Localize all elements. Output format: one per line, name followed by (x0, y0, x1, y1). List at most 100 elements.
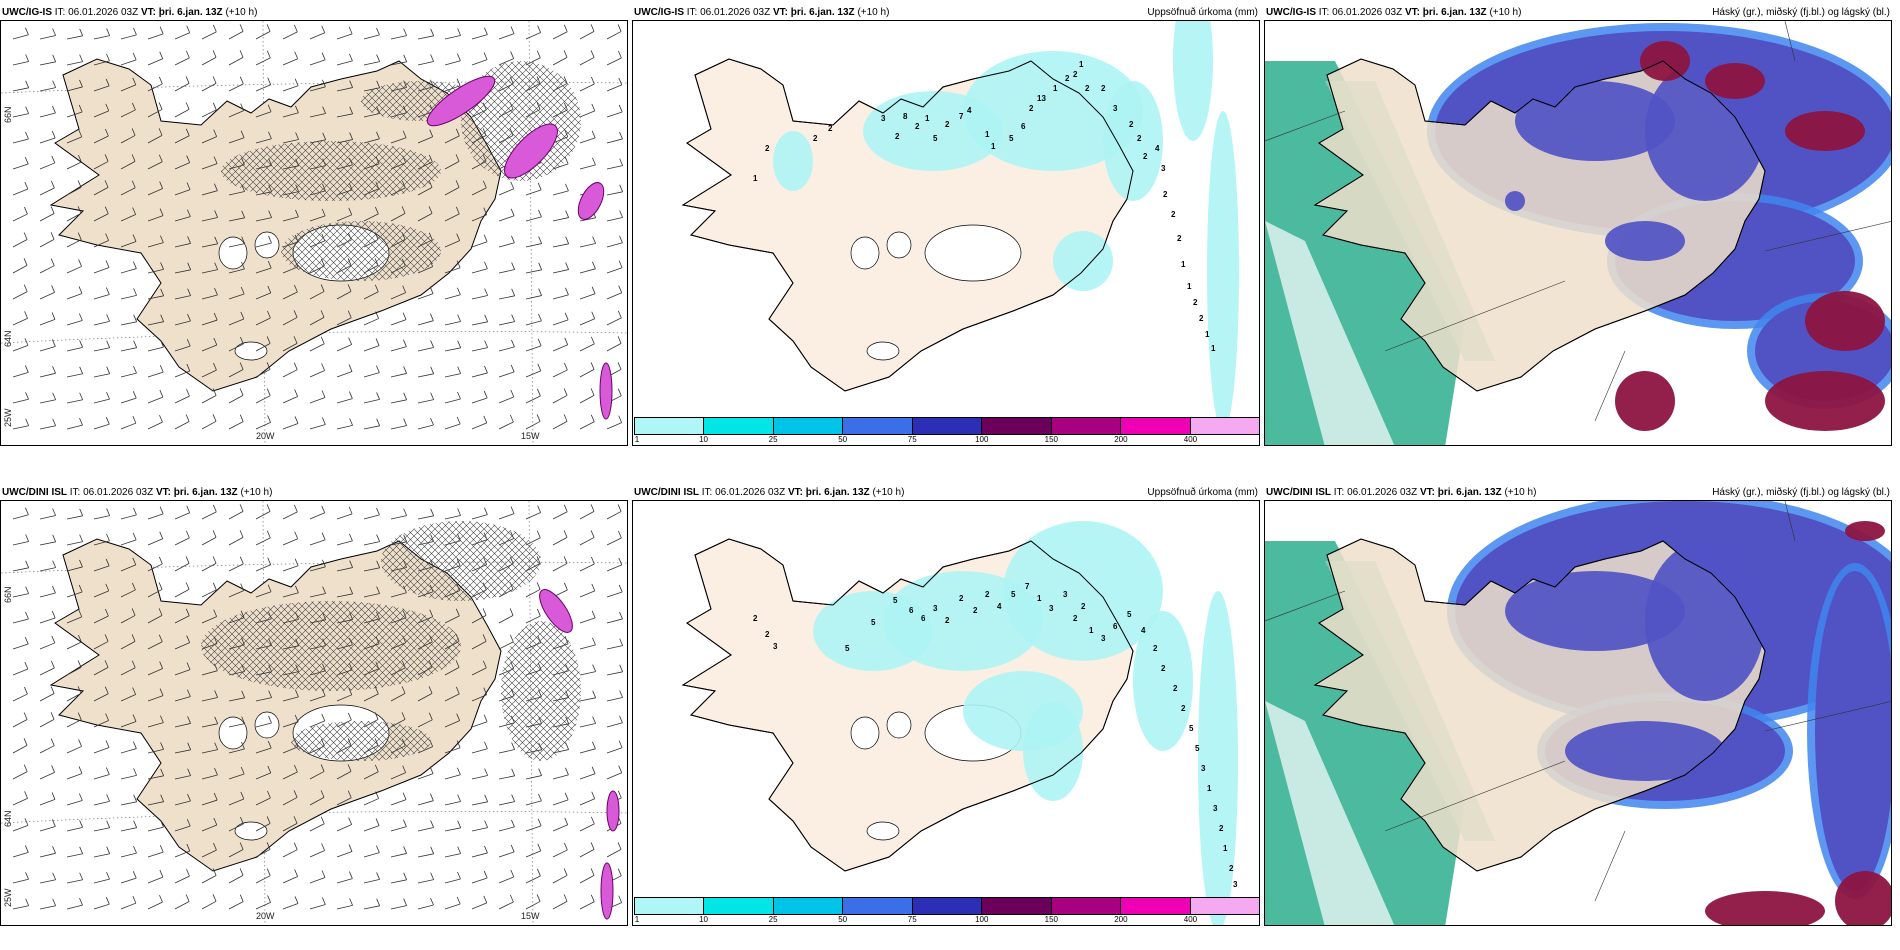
precip-value: 3 (1049, 604, 1054, 613)
precip-value: 1 (1207, 784, 1212, 793)
valid-time: VT: þri. 6.jan. 13Z (772, 7, 855, 18)
colorbar-tick: 75 (907, 915, 917, 924)
model-name: UWC/IG-IS (1266, 7, 1316, 18)
colorbar-tick: 400 (1183, 435, 1198, 444)
colorbar-swatch (704, 898, 774, 914)
precip-area (1198, 591, 1238, 925)
precip-value: 2 (1199, 314, 1204, 323)
precip-value: 5 (1195, 744, 1200, 753)
precip-value: 2 (1081, 602, 1086, 611)
colorbar-tick: 50 (838, 915, 848, 924)
hatch-area (201, 601, 461, 691)
colorbar-tick: 1 (634, 435, 640, 444)
cloud-map-canvas (1265, 501, 1891, 925)
valid-time: VT: þri. 6.jan. 13Z (155, 487, 238, 498)
precip-area (1003, 521, 1163, 661)
precip-value: 2 (1073, 70, 1078, 79)
cloud-map (1264, 20, 1892, 446)
precip-value: 1 (753, 174, 758, 183)
precip-value: 3 (1161, 164, 1166, 173)
colorbar-swatch (982, 418, 1052, 434)
init-time: IT: 06.01.2026 03Z (54, 7, 139, 18)
coastline (1313, 538, 1766, 872)
cloud-panel-top: UWC/IG-IS IT: 06.01.2026 03Z VT: þri. 6.… (1264, 0, 1894, 446)
precip-value: 6 (921, 614, 926, 623)
colorbar-tick: 25 (768, 435, 778, 444)
init-time: IT: 06.01.2026 03Z (1333, 487, 1418, 498)
precip-value: 2 (1073, 614, 1078, 623)
colorbar-tick: 25 (768, 915, 778, 924)
iceland-landmass (49, 58, 502, 392)
precip-area (773, 131, 813, 191)
cloud-map (1264, 500, 1892, 926)
precip-value: 2 (1161, 664, 1166, 673)
colorbar-swatch (704, 418, 774, 434)
precip-area (1053, 231, 1113, 291)
colorbar-ticks: 1 10 25 50 75 100 150 200 400 (634, 915, 1259, 925)
precip-value: 2 (1177, 234, 1182, 243)
colorbar-tick: 75 (907, 435, 917, 444)
wind-barbs (12, 504, 624, 910)
glacier (850, 236, 880, 270)
precip-area (963, 51, 1143, 171)
colorbar-swatch (1190, 898, 1259, 914)
precip-value: 5 (933, 134, 938, 143)
colorbar-tick: 100 (975, 915, 989, 924)
colorbar-swatch (1190, 418, 1259, 434)
cloud-panel-bottom: UWC/DINI ISL IT: 06.01.2026 03Z VT: þri.… (1264, 480, 1894, 926)
precip-area (1133, 611, 1193, 751)
lead-time: (+10 h) (225, 7, 258, 18)
colorbar-tick: 400 (1183, 915, 1198, 924)
wind-map-canvas: 20W 15W 66N 64N 25W (1, 501, 627, 925)
precip-value: 2 (945, 120, 950, 129)
precip-value: 8 (903, 112, 908, 121)
valid-time: VT: þri. 6.jan. 13Z (140, 7, 223, 18)
precip-value: 6 (1113, 622, 1118, 631)
precip-area (1173, 21, 1213, 141)
model-name: UWC/DINI ISL (1266, 487, 1331, 498)
lead-time: (+10 h) (1504, 487, 1537, 498)
precip-value: 1 (985, 130, 990, 139)
axis-label: 20W (256, 431, 275, 441)
glacier (254, 231, 280, 259)
precip-value: 4 (1155, 144, 1160, 153)
colorbar-tick: 200 (1114, 915, 1128, 924)
colorbar-boxes (634, 417, 1259, 435)
colorbar-tick: 10 (699, 435, 708, 444)
valid-time: VT: þri. 6.jan. 13Z (1404, 7, 1487, 18)
cloud-title: Háský (gr.), miðský (fj.bl.) og lágský (… (1712, 487, 1890, 498)
lead-time: (+10 h) (857, 7, 890, 18)
colorbar-tick: 150 (1044, 915, 1059, 924)
precip-value: 2 (1085, 84, 1090, 93)
hatch-area (291, 721, 431, 761)
precip-value: 2 (1143, 152, 1148, 161)
precip-title: Uppsöfnuð úrkoma (mm) (1147, 487, 1258, 498)
precip-value: 3 (1113, 104, 1118, 113)
colorbar-swatch (1121, 418, 1191, 434)
axis-label: 66N (3, 106, 13, 123)
lead-time: (+10 h) (240, 487, 273, 498)
colorbar-tick: 1 (634, 915, 640, 924)
precip-value: 2 (1065, 74, 1070, 83)
colorbar-swatch (1051, 418, 1122, 434)
precip-value: 4 (997, 602, 1002, 611)
init-time: IT: 06.01.2026 03Z (701, 487, 786, 498)
colorbar-ticks: 1 10 25 50 75 100 150 200 400 (634, 435, 1259, 445)
lead-time: (+10 h) (872, 487, 905, 498)
colorbar-swatch (1121, 898, 1191, 914)
hatch-area (501, 621, 581, 761)
colorbar-tick: 100 (975, 435, 989, 444)
precip-value: 13 (1037, 94, 1046, 103)
precip-value: 3 (1201, 764, 1206, 773)
axis-label: 20W (256, 911, 275, 921)
colorbar-swatch (773, 418, 844, 434)
precip-value: 3 (773, 642, 778, 651)
cloud-title: Háský (gr.), miðský (fj.bl.) og lágský (… (1712, 7, 1890, 18)
precip-value: 2 (1101, 84, 1106, 93)
wind-map: 20W 15W 66N 64N 25W (0, 20, 628, 446)
init-time: IT: 06.01.2026 03Z (69, 487, 154, 498)
hatch-area (461, 61, 581, 181)
